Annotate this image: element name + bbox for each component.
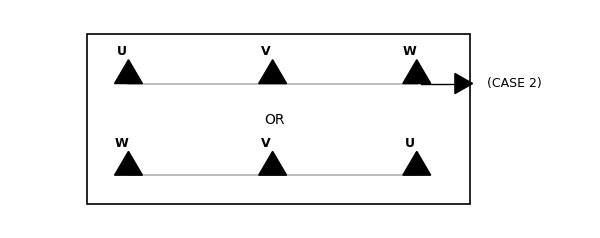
Polygon shape — [403, 151, 431, 175]
Text: W: W — [115, 137, 128, 149]
Polygon shape — [259, 151, 287, 175]
Polygon shape — [259, 60, 287, 84]
Text: V: V — [261, 45, 271, 58]
Polygon shape — [403, 60, 431, 84]
Text: U: U — [116, 45, 127, 58]
Polygon shape — [115, 151, 142, 175]
Text: U: U — [405, 137, 415, 149]
Polygon shape — [115, 60, 142, 84]
Text: W: W — [403, 45, 416, 58]
Text: V: V — [261, 137, 271, 149]
Polygon shape — [455, 74, 473, 94]
Text: OR: OR — [265, 113, 285, 127]
Bar — [86, 34, 470, 204]
Text: (CASE 2): (CASE 2) — [487, 77, 541, 90]
